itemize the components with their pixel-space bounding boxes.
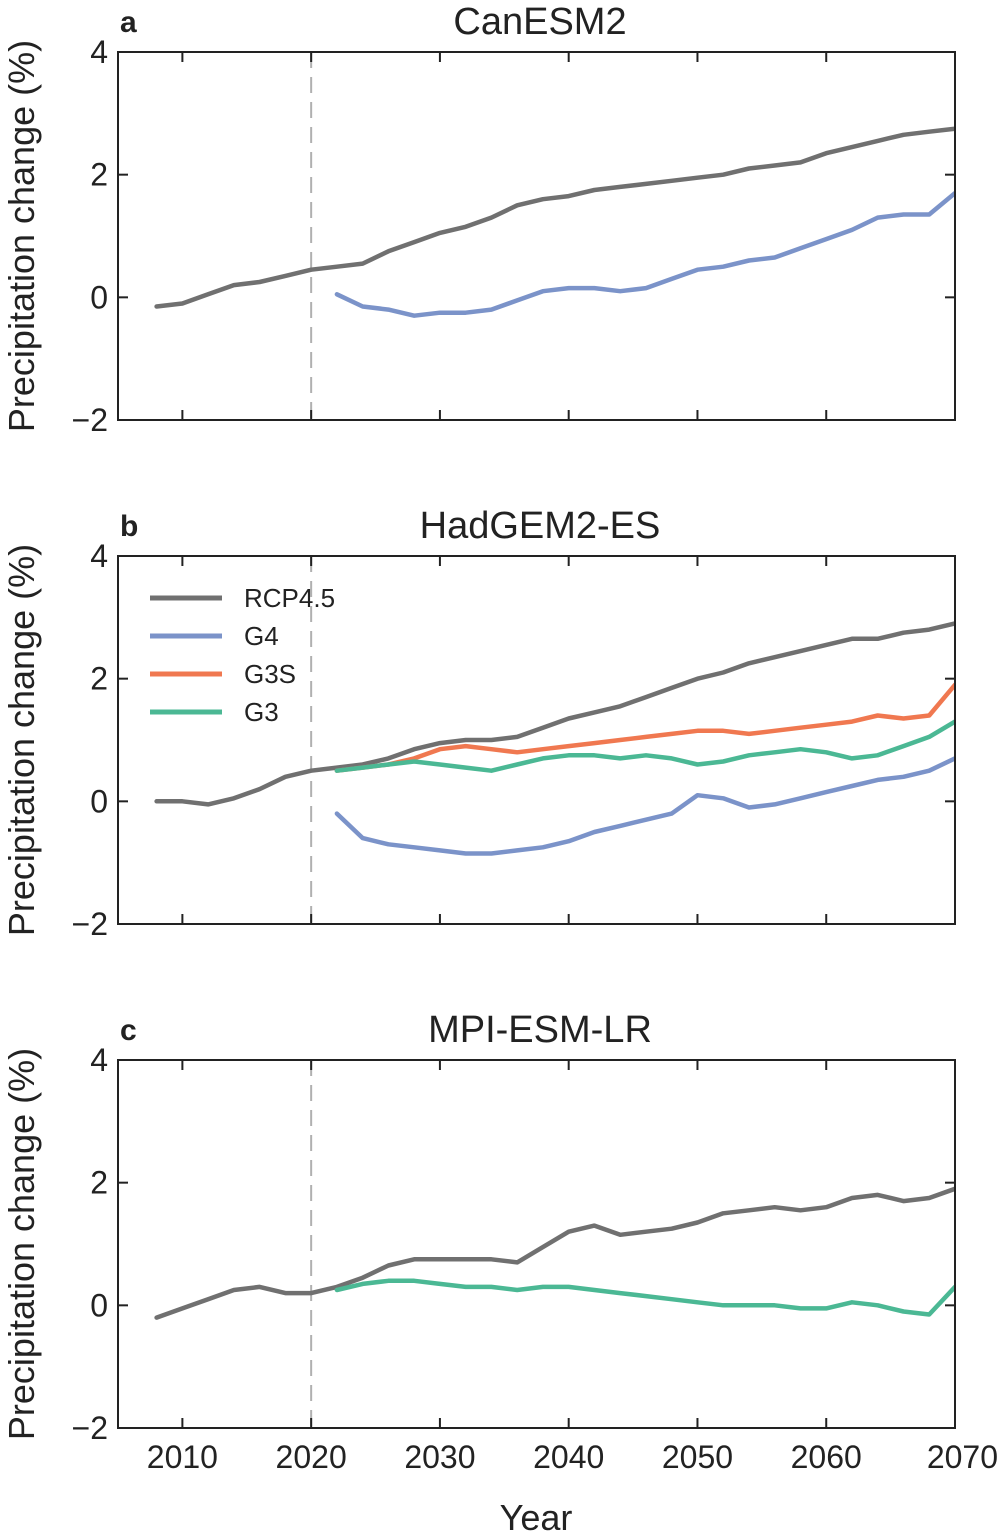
legend-label-g3s: G3S <box>244 659 296 689</box>
legend: RCP4.5 G4 G3S G3 <box>150 583 335 727</box>
x-tick-label: 2020 <box>276 1439 347 1475</box>
series-line-rcp45 <box>154 1186 955 1320</box>
x-tick-label: 2060 <box>791 1439 862 1475</box>
series-line-rcp45 <box>154 126 955 309</box>
series-line-g4 <box>334 190 955 318</box>
panel-c: −2 0 2 4 2010 2020 2030 2040 2050 2060 2070 c MPI-ES… <box>1 1009 998 1475</box>
y-tick-label: 0 <box>90 279 108 315</box>
plot-frame <box>117 51 956 421</box>
x-tick-label: 2040 <box>533 1439 604 1475</box>
plot-frame <box>117 555 956 925</box>
panel-letter: a <box>120 6 137 39</box>
x-tick-label: 2070 <box>927 1439 998 1475</box>
y-tick-label: −2 <box>72 1410 108 1446</box>
y-tick-label: 2 <box>90 1165 108 1201</box>
panel-letter: c <box>120 1014 137 1047</box>
y-tick-label: 4 <box>90 1042 108 1078</box>
x-tick-label: 2050 <box>662 1439 733 1475</box>
panel-title: HadGEM2-ES <box>420 505 661 547</box>
series-line-g3 <box>334 1278 955 1317</box>
panel-title: MPI-ESM-LR <box>428 1009 652 1051</box>
y-tick-label: 4 <box>90 34 108 70</box>
y-tick-label: −2 <box>72 906 108 942</box>
y-axis-label: Precipitation change (%) <box>1 1048 42 1440</box>
plot-frame <box>117 1059 956 1429</box>
y-tick-label: 2 <box>90 157 108 193</box>
y-tick-label: 0 <box>90 783 108 819</box>
panel-title: CanESM2 <box>453 1 626 43</box>
series-line-g3 <box>334 719 955 773</box>
y-tick-label: 0 <box>90 1287 108 1323</box>
legend-label-g4: G4 <box>244 621 279 651</box>
x-tick-label: 2010 <box>147 1439 218 1475</box>
y-axis-label: Precipitation change (%) <box>1 544 42 936</box>
x-axis-label: Year <box>500 1497 573 1537</box>
panel-letter: b <box>120 510 138 543</box>
y-tick-label: 4 <box>90 538 108 574</box>
legend-label-g3: G3 <box>244 697 279 727</box>
series-line-g3s <box>334 682 955 773</box>
panel-a: −2 0 2 4a CanESM2 Precipitation change (%) <box>1 1 956 438</box>
y-axis-label: Precipitation change (%) <box>1 40 42 432</box>
series-line-g4 <box>334 756 955 856</box>
series-line-rcp45 <box>154 621 955 807</box>
x-tick-label: 2030 <box>404 1439 475 1475</box>
y-tick-label: 2 <box>90 661 108 697</box>
legend-label-rcp45: RCP4.5 <box>244 583 335 613</box>
panel-b: −2 0 2 4b HadGEM2-ES Precipitation change (%) <box>1 505 956 942</box>
y-tick-label: −2 <box>72 402 108 438</box>
